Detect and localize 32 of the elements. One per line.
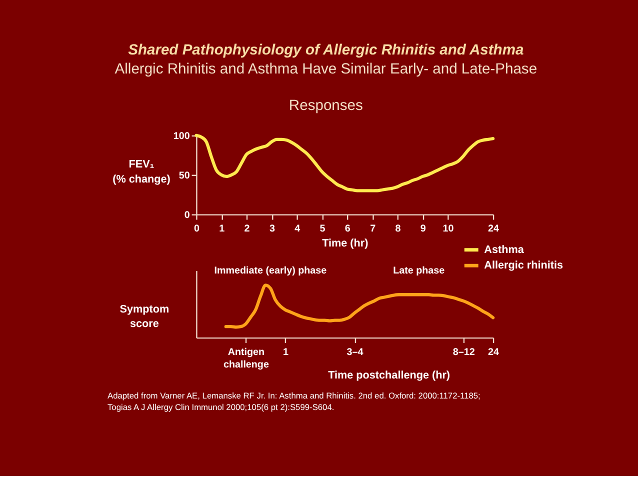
legend-label: Asthma — [484, 244, 525, 256]
legend-label: Allergic rhinitis — [484, 260, 563, 272]
x-tick-label: 9 — [420, 224, 426, 235]
x-tick-label: 5 — [320, 224, 326, 235]
y-axis-title: Symptom score — [120, 303, 170, 330]
text: Late phase — [393, 266, 446, 276]
x-tick-label: 4 — [294, 224, 301, 235]
x-tick-label: 10 — [442, 224, 454, 235]
y-tick-label: 100 — [173, 130, 190, 142]
text: Immediate (early) phase — [214, 266, 328, 276]
chart-title: Shared Pathophysiology of Allergic Rhinitis and Asthma — [128, 42, 524, 59]
x-axis-title: Time postchallenge (hr) — [328, 370, 450, 382]
x-tick-label: 7 — [370, 224, 376, 235]
x-tick-label: 1 — [283, 346, 290, 358]
x-tick-label: 8 — [395, 224, 402, 235]
x-axis-title: Time (hr) — [322, 237, 369, 250]
x-tick-label: 24 — [488, 346, 500, 358]
x-tick-label: 24 — [488, 224, 500, 235]
line-series — [194, 134, 495, 192]
text: Adapted from Varner AE, Lemanske RF Jr. In: Asthma and Rhinitis. 2nd ed. Oxford: 2000:1172-1185; Togias A J Allergy Clin Immunol 2000;105(6 pt 2):S599-S604. — [107, 390, 480, 412]
y-axis-title: FEV₁ (% change) — [112, 158, 171, 186]
x-tick-label: 3 — [269, 224, 276, 235]
x-tick-label: 2 — [244, 224, 250, 235]
x-tick-label: 8–12 — [452, 346, 476, 358]
x-tick-label: 0 — [194, 224, 200, 235]
y-tick-label: 50 — [178, 170, 190, 182]
x-tick-label: 1 — [219, 224, 226, 235]
text: Allergic Rhinitis and Asthma Have Similar Early- and Late-Phase Responses — [114, 61, 538, 114]
x-tick-label: Antigen challenge — [223, 346, 270, 371]
x-tick-label: 6 — [344, 224, 351, 235]
y-tick-label: 0 — [184, 210, 190, 221]
x-tick-label: 3–4 — [346, 346, 364, 358]
